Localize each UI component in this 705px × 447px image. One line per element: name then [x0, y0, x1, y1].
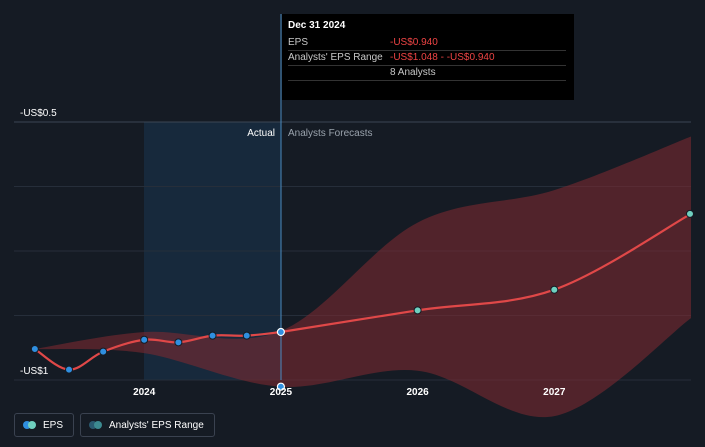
eps-actual-point — [65, 365, 74, 374]
tooltip-analysts-row: 8 Analysts — [288, 66, 566, 81]
legend-eps-label: EPS — [43, 419, 64, 431]
actual-label: Actual — [247, 128, 275, 139]
eps-forecast-point — [686, 209, 694, 218]
eps-forecast-line — [280, 212, 692, 334]
range-swatch-icon — [89, 421, 103, 429]
forecast-label: Analysts Forecasts — [288, 128, 372, 139]
tooltip-analysts: 8 Analysts — [390, 67, 436, 78]
eps-swatch-icon — [23, 421, 37, 429]
x-tick-label: 2027 — [543, 387, 566, 398]
eps-actual-point — [99, 347, 108, 356]
tooltip-eps-label: EPS — [288, 37, 309, 48]
legend: EPS Analysts' EPS Range — [14, 413, 215, 437]
eps-actual-point — [174, 338, 183, 347]
eps-low-estimate-point — [276, 382, 285, 391]
eps-current-point — [276, 327, 285, 337]
eps-range-band — [34, 136, 691, 418]
legend-range-button[interactable]: Analysts' EPS Range — [80, 413, 215, 437]
eps-tooltip: Dec 31 2024 EPS -US$0.940 Analysts' EPS … — [282, 14, 574, 100]
tooltip-date: Dec 31 2024 — [288, 20, 346, 31]
tooltip-range-row: Analysts' EPS Range -US$1.048 - -US$0.94… — [288, 51, 566, 66]
y-top-label: -US$0.5 — [20, 108, 57, 119]
range-layer — [34, 136, 691, 418]
legend-eps-button[interactable]: EPS — [14, 413, 75, 437]
eps-actual-point — [208, 331, 217, 340]
tooltip-eps-row: EPS -US$0.940 — [288, 36, 566, 51]
eps-forecast-point — [550, 285, 559, 294]
eps-forecast-point — [413, 306, 422, 315]
x-axis-ticks: 2024 2025 2026 2027 — [133, 387, 566, 398]
eps-actual-point — [30, 345, 39, 354]
legend-range-label: Analysts' EPS Range — [109, 419, 204, 431]
eps-actual-point — [242, 331, 251, 340]
tooltip-range-label: Analysts' EPS Range — [288, 52, 383, 63]
point-layer — [30, 209, 694, 391]
x-tick-label: 2024 — [133, 387, 156, 398]
tooltip-range-value: -US$1.048 - -US$0.940 — [390, 52, 495, 63]
tooltip-eps-value: -US$0.940 — [390, 37, 438, 48]
y-bottom-label: -US$1 — [20, 366, 49, 377]
x-tick-label: 2026 — [406, 387, 429, 398]
eps-actual-point — [140, 335, 149, 344]
x-tick-label: 2025 — [270, 387, 293, 398]
